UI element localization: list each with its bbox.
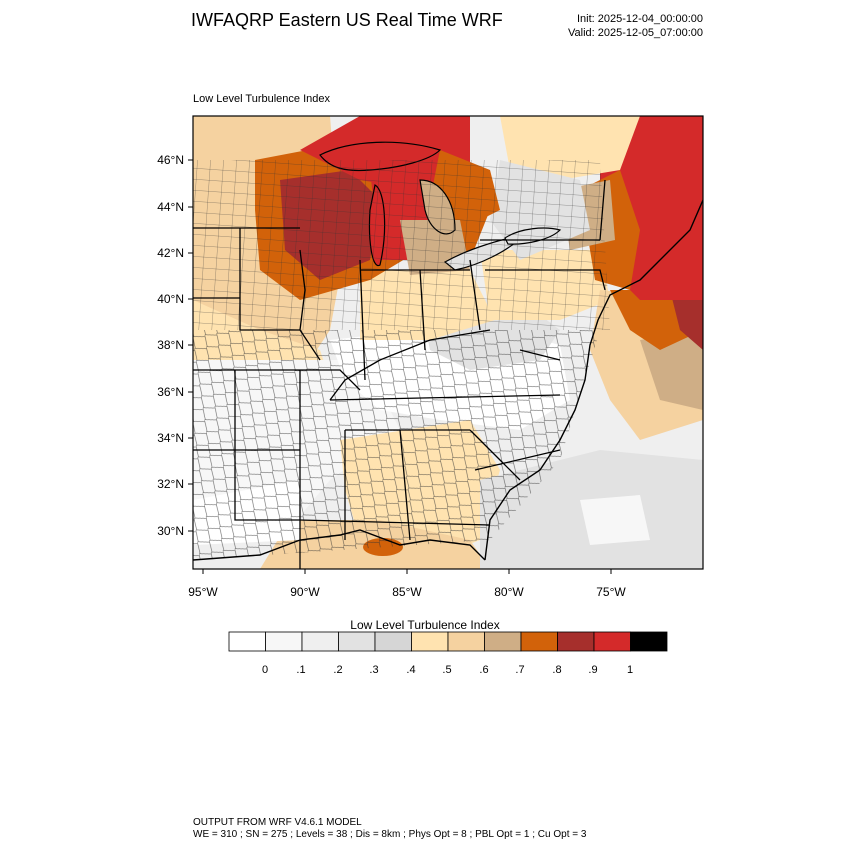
colorbar-tick-7: .7 — [515, 664, 524, 676]
colorbar-tick-3: .3 — [369, 664, 378, 676]
lon-label-75: 75°W — [596, 585, 626, 599]
colorbar-tick-8: .8 — [552, 664, 561, 676]
lon-label-90: 90°W — [290, 585, 320, 599]
lon-label-85: 85°W — [392, 585, 422, 599]
colorbar-box-4 — [374, 631, 412, 652]
lon-axis: 95°W 90°W 85°W 80°W 75°W — [188, 569, 626, 599]
colorbar-box-6 — [447, 631, 485, 652]
state-borders — [193, 179, 606, 569]
lat-label-32: 32°N — [157, 477, 184, 491]
colorbar-box-7 — [484, 631, 522, 652]
colorbar-tick-0: 0 — [262, 664, 268, 676]
colorbar: 0 .1 .2 .3 .4 .5 .6 .7 .8 .9 1 — [228, 631, 668, 676]
plot-title: IWFAQRP Eastern US Real Time WRF — [191, 10, 503, 30]
lat-label-30: 30°N — [157, 524, 184, 538]
gulf-coastline — [193, 529, 486, 561]
colorbar-tick-1: .1 — [296, 664, 305, 676]
colorbar-tick-10: 1 — [627, 664, 633, 676]
colorbar-tick-9: .9 — [588, 664, 597, 676]
colorbar-boxes — [228, 631, 668, 652]
colorbar-box-5 — [411, 631, 449, 652]
lat-label-44: 44°N — [157, 200, 184, 214]
footer-line-2: WE = 310 ; SN = 275 ; Levels = 38 ; Dis … — [193, 829, 587, 840]
map-panel: 46°N 44°N 42°N 40°N 38°N 36°N 34°N 32°N … — [157, 115, 704, 599]
lat-label-38: 38°N — [157, 338, 184, 352]
init-time: Init: 2025-12-04_00:00:00 — [577, 13, 703, 25]
colorbar-ticks: 0 .1 .2 .3 .4 .5 .6 .7 .8 .9 1 — [262, 664, 633, 676]
field-atlantic-brown — [640, 330, 703, 410]
colorbar-title: Low Level Turbulence Index — [350, 618, 500, 632]
colorbar-box-1 — [265, 631, 303, 652]
model-footer: OUTPUT FROM WRF V4.6.1 MODEL WE = 310 ; … — [193, 817, 586, 841]
footer-line-1: OUTPUT FROM WRF V4.6.1 MODEL — [193, 817, 362, 828]
lon-label-80: 80°W — [494, 585, 524, 599]
lat-label-40: 40°N — [157, 292, 184, 306]
lat-label-42: 42°N — [157, 246, 184, 260]
county-grid-north — [193, 160, 610, 330]
colorbar-box-8 — [520, 631, 558, 652]
colorbar-tick-2: .2 — [333, 664, 342, 676]
lat-label-46: 46°N — [157, 153, 184, 167]
map-frame — [192, 115, 704, 570]
lat-label-34: 34°N — [157, 431, 184, 445]
colorbar-box-3 — [338, 631, 376, 652]
field-atlantic-white — [580, 495, 650, 545]
colorbar-box-10 — [593, 631, 631, 652]
county-grid-south — [193, 330, 600, 560]
valid-time: Valid: 2025-12-05_07:00:00 — [568, 27, 703, 39]
atlantic-coastline — [484, 199, 703, 561]
colorbar-box-0 — [228, 631, 266, 652]
colorbar-tick-6: .6 — [479, 664, 488, 676]
colorbar-tick-5: .5 — [442, 664, 451, 676]
lon-label-95: 95°W — [188, 585, 218, 599]
colorbar-box-11 — [630, 631, 668, 652]
panel-label: Low Level Turbulence Index — [193, 93, 330, 105]
colorbar-tick-4: .4 — [406, 664, 415, 676]
lat-label-36: 36°N — [157, 385, 184, 399]
colorbar-box-2 — [301, 631, 339, 652]
lat-axis: 46°N 44°N 42°N 40°N 38°N 36°N 34°N 32°N … — [157, 153, 193, 538]
colorbar-box-9 — [557, 631, 595, 652]
